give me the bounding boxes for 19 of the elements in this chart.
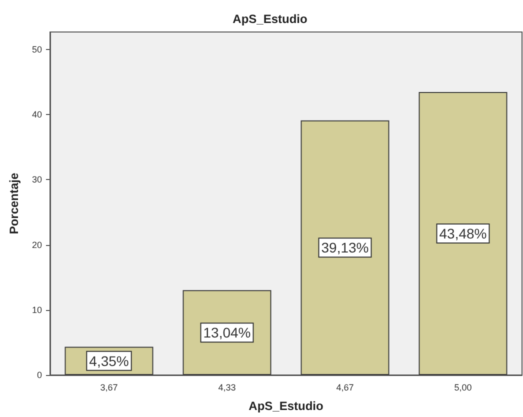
y-tick-label: 10 [32, 304, 42, 315]
x-tick-label: 3,67 [100, 382, 118, 392]
y-tick-label: 30 [32, 174, 42, 185]
x-tick-label: 4,33 [218, 382, 236, 392]
y-tick-label: 0 [36, 370, 42, 380]
y-tick-label: 40 [32, 110, 42, 120]
x-tick-label: 5,00 [454, 382, 472, 392]
y-tick-label: 20 [32, 240, 42, 250]
y-tick-label: 50 [32, 44, 42, 55]
bar [418, 92, 508, 375]
x-tick-label: 4,67 [336, 382, 354, 392]
x-axis-title: ApS_Estudio [248, 399, 324, 413]
chart-title: ApS_Estudio [232, 12, 308, 26]
data-label: 4,35% [89, 352, 129, 369]
data-label: 43,48% [439, 226, 487, 242]
bar [300, 120, 390, 375]
data-label: 13,04% [203, 324, 251, 341]
y-axis-title: Porcentaje [7, 172, 21, 234]
data-label: 39,13% [321, 240, 369, 256]
